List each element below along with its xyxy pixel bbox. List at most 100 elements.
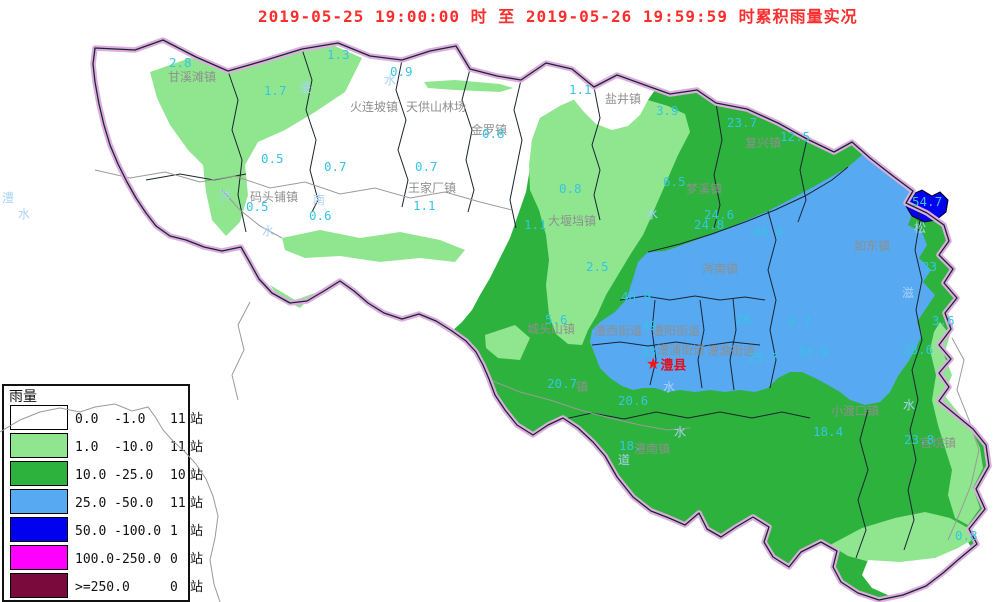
rain-value: 1.1 bbox=[413, 198, 436, 213]
town-label: 澧南镇 bbox=[634, 442, 671, 456]
town-label: 城头山镇 bbox=[527, 322, 576, 336]
legend-station-count: 0 bbox=[170, 579, 178, 595]
town-label: 梦溪镇 bbox=[686, 182, 723, 196]
rain-value: 0.8 bbox=[955, 528, 978, 543]
rain-value: 1.1 bbox=[569, 82, 592, 97]
region-rain-1-10-coast bbox=[930, 322, 983, 525]
region-rain-1-10-setip bbox=[830, 512, 972, 566]
rain-value: 12.5 bbox=[780, 129, 811, 144]
rain-value: 0.8 bbox=[559, 181, 582, 196]
legend-station-count: 11 bbox=[170, 411, 186, 427]
river-lines bbox=[94, 169, 980, 541]
town-label: 大堰垱镇 bbox=[548, 214, 597, 228]
legend-unit: 站 bbox=[190, 439, 204, 455]
rainfall-legend: 雨量 0.0 -1.0 11 站 1.0 -10.0 11 站 10.0 -25.0 10 站 2… bbox=[2, 384, 203, 602]
legend-unit: 站 bbox=[190, 411, 204, 427]
rain-value: 0.6 bbox=[309, 208, 332, 223]
rain-value: 1.1 bbox=[524, 217, 547, 232]
rain-value: 23.7 bbox=[727, 115, 758, 130]
town-label: 金罗镇 bbox=[471, 123, 508, 137]
rain-value: 48.9 bbox=[621, 289, 652, 304]
legend-station-count: 11 bbox=[170, 495, 186, 511]
legend-color-swatch bbox=[10, 432, 68, 458]
town-label: 天供山林场 bbox=[406, 100, 467, 114]
legend-color-swatch bbox=[10, 404, 68, 430]
rain-value: 26 bbox=[736, 312, 752, 327]
page-title: 2019-05-25 19:00:00 时 至 2019-05-26 19:59… bbox=[258, 7, 858, 26]
legend-station-count: 0 bbox=[170, 551, 178, 567]
region-rain-1-10-waist bbox=[485, 325, 530, 360]
rain-value: 1.7 bbox=[264, 83, 287, 98]
rain-value: 28.6 bbox=[903, 342, 934, 357]
legend-row-text: 25.0 -50.0 11 站 bbox=[75, 492, 203, 511]
legend-station-count: 11 bbox=[170, 439, 186, 455]
legend-row: >=250.0 0 站 bbox=[4, 571, 203, 599]
rain-value: 44.4 bbox=[753, 224, 784, 239]
legend-color-swatch bbox=[10, 460, 68, 486]
legend-range: 10.0 -25.0 bbox=[75, 467, 154, 483]
rain-value: 33. bbox=[641, 344, 664, 359]
town-label: 甘溪滩镇 bbox=[168, 70, 217, 84]
rain-value: 0.8 bbox=[482, 126, 505, 141]
legend-color-swatch bbox=[10, 516, 68, 542]
legend-color-swatch bbox=[10, 544, 68, 570]
legend-row-text: >=250.0 0 站 bbox=[75, 576, 203, 595]
town-label: 王家厂镇 bbox=[408, 181, 457, 195]
legend-row: 0.0 -1.0 11 站 bbox=[4, 403, 203, 431]
town-label: 如东镇 bbox=[854, 239, 891, 253]
county-seat-star-icon: ★ bbox=[646, 356, 661, 373]
region-rain-0-1-setip bbox=[862, 542, 974, 596]
rain-value: 24.6 bbox=[704, 207, 735, 222]
legend-row: 1.0 -10.0 11 站 bbox=[4, 431, 203, 459]
region-rain-1-10-center bbox=[529, 98, 690, 345]
legend-unit: 站 bbox=[190, 579, 204, 595]
town-label: 镇 bbox=[576, 380, 589, 394]
rain-value: 0.7 bbox=[324, 159, 347, 174]
rain-value: 2.5 bbox=[586, 259, 609, 274]
rain-value: 0.7 bbox=[788, 314, 811, 329]
river-char: 水 bbox=[18, 207, 31, 221]
rain-value: 0.5 bbox=[261, 151, 284, 166]
rain-value: 18.4 bbox=[813, 424, 844, 439]
legend-unit: 站 bbox=[190, 523, 204, 539]
county-seat-label: 澧县 bbox=[660, 357, 687, 373]
river-char: 水 bbox=[384, 73, 397, 87]
legend-range: 100.0-250.0 bbox=[75, 551, 162, 567]
river-char: 滋 bbox=[902, 286, 915, 300]
rain-value: 54.7 bbox=[912, 194, 943, 209]
rain-value: 6.5 bbox=[663, 174, 686, 189]
rain-value: 0.9 bbox=[390, 64, 413, 79]
town-label: 复兴镇 bbox=[745, 136, 782, 150]
town-label: 官垸镇 bbox=[920, 436, 957, 450]
legend-range: 50.0 -100.0 bbox=[75, 523, 162, 539]
legend-color-swatch bbox=[10, 572, 68, 598]
legend-unit: 站 bbox=[190, 551, 204, 567]
legend-row-text: 50.0 -100.0 1 站 bbox=[75, 520, 203, 539]
rain-value: 23.8 bbox=[904, 432, 935, 447]
county-seat: ★澧县 bbox=[646, 354, 686, 374]
county-border-line bbox=[92, 39, 990, 601]
legend-header: 雨量 bbox=[9, 388, 37, 404]
legend-row-text: 0.0 -1.0 11 站 bbox=[75, 408, 203, 427]
river-char: 水 bbox=[646, 207, 659, 221]
legend-row: 10.0 -25.0 10 站 bbox=[4, 459, 203, 487]
rain-value: 5.6 bbox=[545, 312, 568, 327]
town-label: 澧西街道 bbox=[594, 324, 643, 338]
region-rain-1-10-streak bbox=[424, 80, 513, 92]
town-label: 涔南镇 bbox=[702, 262, 739, 276]
legend-range: 0.0 -1.0 bbox=[75, 411, 146, 427]
river-char: 南 bbox=[313, 193, 326, 207]
town-label: 澧阳街道 bbox=[652, 324, 701, 338]
river-char: 水 bbox=[674, 425, 687, 439]
legend-range: >=250.0 bbox=[75, 579, 130, 595]
rain-value: 20.6 bbox=[618, 393, 649, 408]
legend-range: 25.0 -50.0 bbox=[75, 495, 154, 511]
legend-color-swatch bbox=[10, 488, 68, 514]
rain-value: 3.9 bbox=[656, 103, 679, 118]
legend-row: 25.0 -50.0 11 站 bbox=[4, 487, 203, 515]
river-char: 水 bbox=[262, 224, 275, 238]
rain-value: 0.7 bbox=[415, 159, 438, 174]
